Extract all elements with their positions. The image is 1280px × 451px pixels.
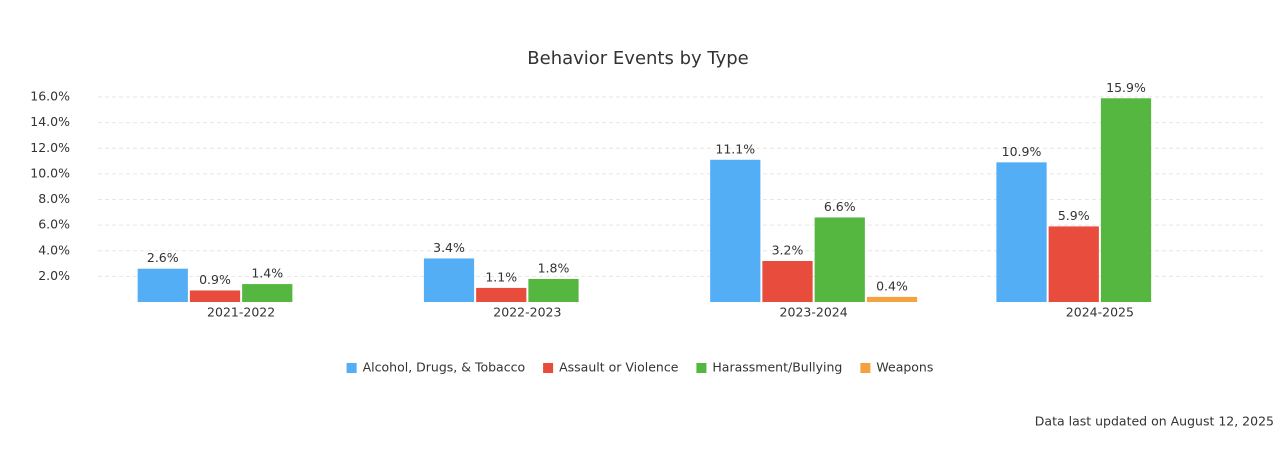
value-label: 10.9% — [1002, 144, 1042, 159]
value-label: 1.4% — [251, 266, 283, 281]
bar — [710, 159, 761, 302]
y-tick-label: 6.0% — [38, 217, 70, 232]
y-tick-label: 16.0% — [30, 89, 70, 104]
legend-swatch — [543, 363, 554, 373]
legend-swatch — [346, 363, 357, 373]
value-label: 6.6% — [824, 199, 856, 214]
bar — [866, 296, 918, 302]
bar — [189, 290, 241, 302]
value-label: 15.9% — [1106, 80, 1146, 95]
value-label: 11.1% — [715, 141, 755, 156]
y-tick-label: 4.0% — [38, 242, 70, 257]
y-tick-label: 2.0% — [38, 268, 70, 283]
value-label: 5.9% — [1058, 208, 1090, 223]
x-tick-label: 2022-2023 — [493, 305, 561, 320]
bar — [423, 258, 475, 302]
legend-label: Alcohol, Drugs, & Tobacco — [363, 360, 525, 375]
bar — [1048, 226, 1099, 302]
bar — [242, 284, 293, 302]
value-label: 1.8% — [538, 260, 570, 275]
chart-title: Behavior Events by Type — [527, 48, 748, 69]
bar — [996, 162, 1047, 302]
bar — [137, 268, 188, 302]
value-label: 0.4% — [876, 278, 908, 293]
value-label: 0.9% — [199, 272, 231, 287]
legend-label: Weapons — [876, 360, 933, 375]
bar — [814, 217, 865, 302]
y-tick-label: 12.0% — [30, 140, 70, 155]
value-label: 3.2% — [772, 243, 804, 258]
y-tick-label: 8.0% — [38, 191, 70, 206]
x-tick-label: 2024-2025 — [1066, 305, 1134, 320]
legend-label: Harassment/Bullying — [712, 360, 842, 375]
bar — [762, 261, 813, 302]
legend-swatch — [860, 363, 871, 373]
x-tick-label: 2023-2024 — [780, 305, 848, 320]
bar — [476, 287, 527, 302]
value-label: 2.6% — [147, 250, 179, 265]
x-tick-label: 2021-2022 — [207, 305, 275, 320]
y-tick-label: 10.0% — [30, 165, 70, 180]
legend-swatch — [696, 363, 707, 373]
y-tick-label: 14.0% — [30, 114, 70, 129]
value-label: 3.4% — [433, 240, 465, 255]
value-label: 1.1% — [485, 269, 517, 284]
bar — [1100, 98, 1152, 302]
bar — [528, 278, 579, 302]
legend-label: Assault or Violence — [559, 360, 679, 375]
update-note: Data last updated on August 12, 2025 — [1035, 414, 1274, 429]
